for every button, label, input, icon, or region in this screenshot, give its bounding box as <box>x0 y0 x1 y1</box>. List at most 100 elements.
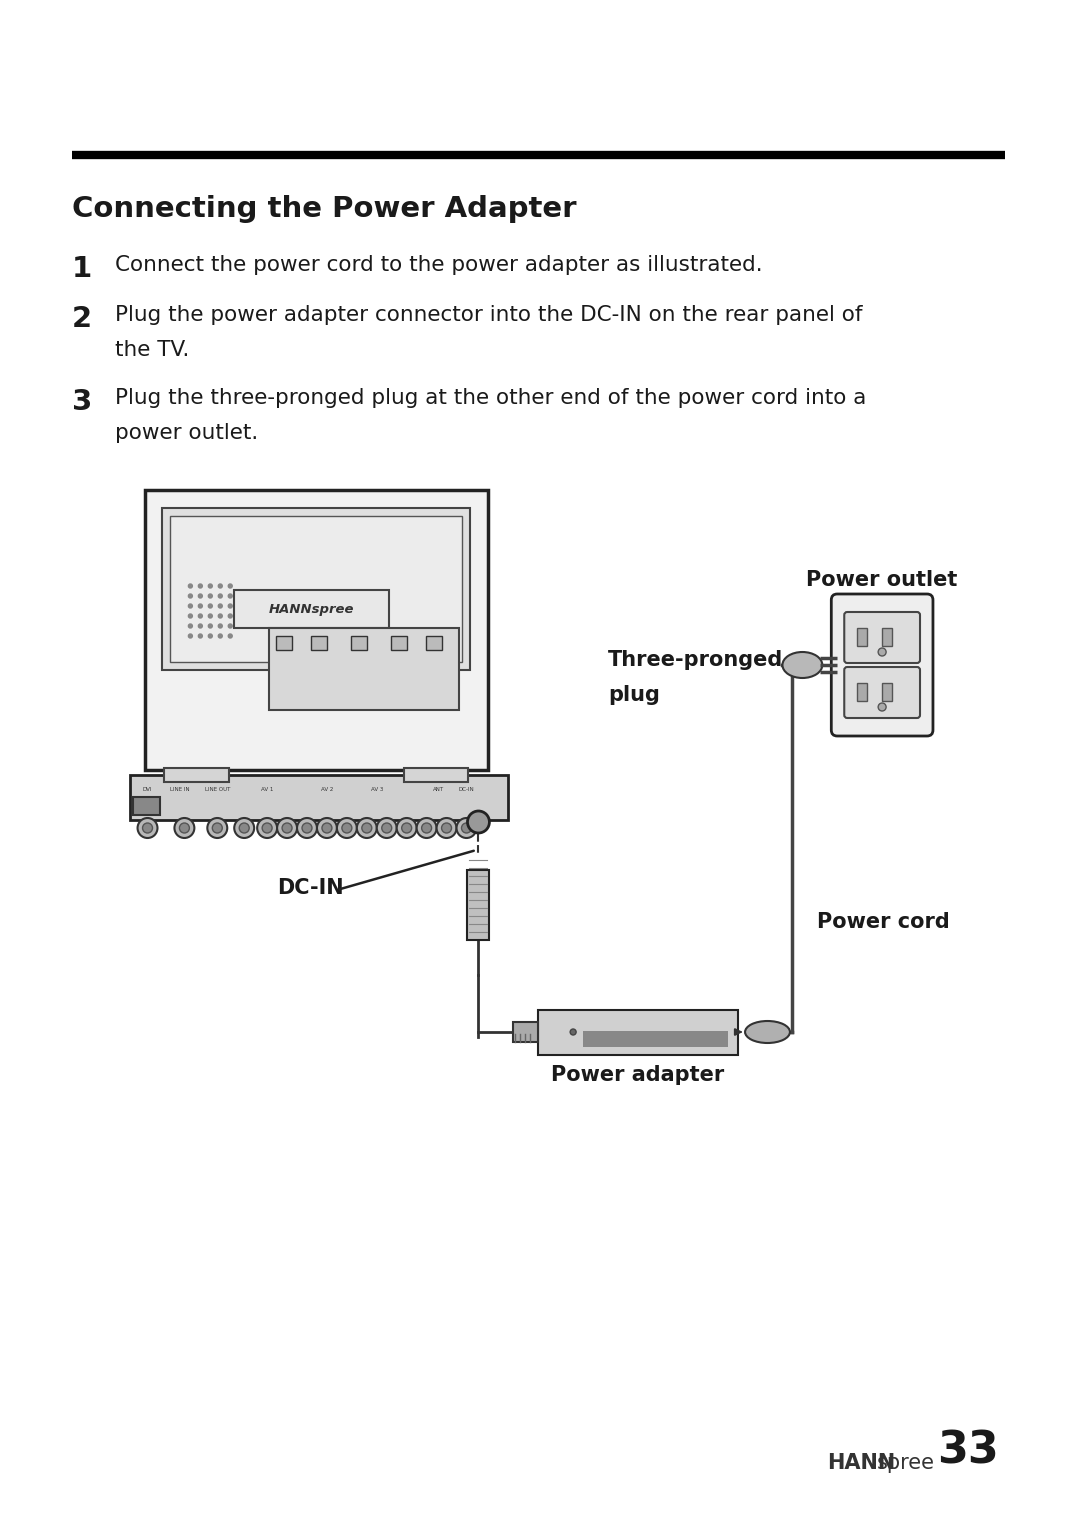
Text: Connecting the Power Adapter: Connecting the Power Adapter <box>71 196 577 223</box>
Text: 33: 33 <box>937 1430 999 1472</box>
Bar <box>858 683 867 700</box>
Circle shape <box>175 818 194 838</box>
Ellipse shape <box>745 1021 789 1043</box>
Circle shape <box>878 648 886 656</box>
Circle shape <box>199 593 202 598</box>
Circle shape <box>461 823 472 833</box>
Circle shape <box>218 584 222 589</box>
Circle shape <box>468 810 489 833</box>
Circle shape <box>199 635 202 638</box>
Text: Power adapter: Power adapter <box>551 1066 725 1086</box>
Circle shape <box>199 604 202 609</box>
Bar <box>276 636 292 650</box>
Bar <box>426 636 442 650</box>
Circle shape <box>207 818 227 838</box>
Circle shape <box>137 818 158 838</box>
Text: HANNspree: HANNspree <box>269 602 354 616</box>
Circle shape <box>228 635 232 638</box>
Text: Power cord: Power cord <box>818 911 950 933</box>
Text: 2: 2 <box>71 304 92 333</box>
Text: DC-IN: DC-IN <box>459 787 474 792</box>
Bar <box>882 683 892 700</box>
Circle shape <box>878 703 886 711</box>
Circle shape <box>228 624 232 628</box>
Circle shape <box>316 818 337 838</box>
Bar <box>164 768 229 781</box>
Bar <box>858 628 867 645</box>
Circle shape <box>342 823 352 833</box>
Circle shape <box>199 615 202 618</box>
Circle shape <box>436 818 457 838</box>
Circle shape <box>234 818 254 838</box>
Text: LINE OUT: LINE OUT <box>204 787 230 792</box>
Text: AV 2: AV 2 <box>321 787 333 792</box>
Bar <box>351 636 367 650</box>
Circle shape <box>302 823 312 833</box>
Text: power outlet.: power outlet. <box>114 424 258 443</box>
Text: HANN: HANN <box>827 1453 895 1472</box>
Circle shape <box>208 593 213 598</box>
Circle shape <box>228 615 232 618</box>
Text: DVI: DVI <box>143 787 152 792</box>
Circle shape <box>208 615 213 618</box>
Circle shape <box>188 584 192 589</box>
Text: spree: spree <box>877 1453 935 1472</box>
Bar <box>468 870 489 940</box>
Circle shape <box>228 604 232 609</box>
Text: Plug the power adapter connector into the DC-IN on the rear panel of: Plug the power adapter connector into th… <box>114 304 862 326</box>
Text: Three-pronged: Three-pronged <box>608 650 783 670</box>
Circle shape <box>218 635 222 638</box>
Ellipse shape <box>782 651 822 677</box>
Bar <box>145 489 488 771</box>
Circle shape <box>218 624 222 628</box>
Text: plug: plug <box>608 685 660 705</box>
Text: 3: 3 <box>71 388 92 416</box>
Circle shape <box>257 818 278 838</box>
Circle shape <box>188 593 192 598</box>
Bar <box>162 508 471 670</box>
Circle shape <box>356 818 377 838</box>
Circle shape <box>218 615 222 618</box>
Circle shape <box>362 823 372 833</box>
Circle shape <box>188 604 192 609</box>
Text: the TV.: the TV. <box>114 339 189 359</box>
Circle shape <box>208 604 213 609</box>
Text: 1: 1 <box>71 255 92 283</box>
Bar <box>234 590 389 628</box>
Circle shape <box>188 615 192 618</box>
Circle shape <box>570 1029 576 1035</box>
Circle shape <box>396 818 417 838</box>
FancyBboxPatch shape <box>845 667 920 719</box>
Circle shape <box>188 635 192 638</box>
Circle shape <box>188 624 192 628</box>
Circle shape <box>417 818 436 838</box>
Circle shape <box>377 818 396 838</box>
Circle shape <box>208 635 213 638</box>
Circle shape <box>218 604 222 609</box>
Circle shape <box>442 823 451 833</box>
Circle shape <box>282 823 292 833</box>
Circle shape <box>322 823 332 833</box>
Circle shape <box>218 593 222 598</box>
Circle shape <box>179 823 189 833</box>
Circle shape <box>297 818 316 838</box>
Bar <box>538 1011 738 1055</box>
FancyBboxPatch shape <box>832 593 933 735</box>
Circle shape <box>262 823 272 833</box>
Circle shape <box>228 593 232 598</box>
Bar <box>583 1031 728 1047</box>
Text: LINE IN: LINE IN <box>170 787 189 792</box>
Text: Power outlet: Power outlet <box>807 570 958 590</box>
Bar <box>133 797 161 815</box>
Text: AV 3: AV 3 <box>370 787 383 792</box>
Circle shape <box>208 624 213 628</box>
Circle shape <box>421 823 432 833</box>
Circle shape <box>337 818 356 838</box>
Bar <box>882 628 892 645</box>
Bar <box>269 628 459 709</box>
Text: ANT: ANT <box>433 787 444 792</box>
Circle shape <box>208 584 213 589</box>
Circle shape <box>199 624 202 628</box>
Bar <box>391 636 407 650</box>
Circle shape <box>213 823 222 833</box>
